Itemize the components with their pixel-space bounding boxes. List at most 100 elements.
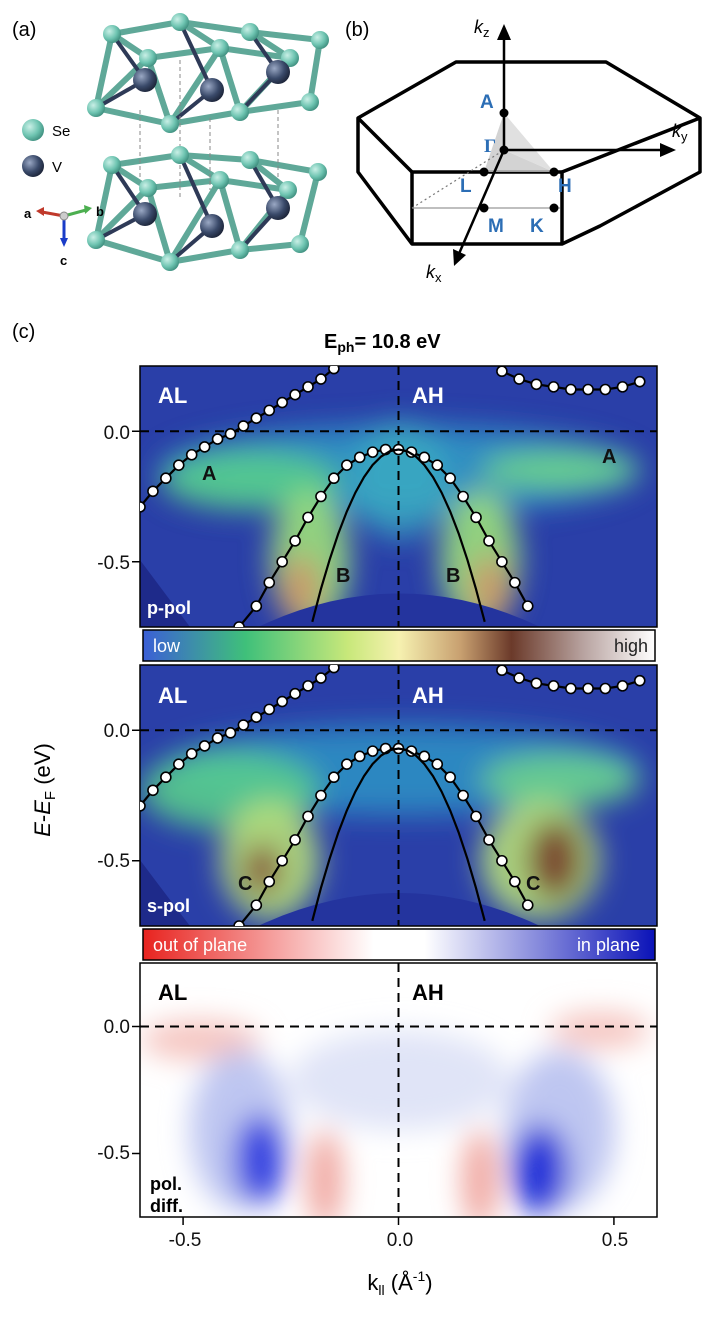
p-pol-dispersion-point [366,446,379,458]
s-pol-band-A-left [140,666,335,807]
p-pol-dispersion-point [483,535,495,547]
s-pol-dispersion-point [315,789,327,802]
p-pol-dispersion-point [513,373,525,385]
p-ytick-0: 0.0 [104,423,130,444]
colorbar-in-label: in plane [577,935,640,955]
pol-diff-colorbar: out of plane in plane [142,928,656,961]
s-pol-dispersion-point [237,719,250,731]
atom-legend: Se V [22,119,70,177]
s-pol-dispersion-point [250,711,263,724]
band-C-right-label: C [526,873,540,895]
p-pol-dispersion-point [496,555,508,568]
p-pol-dispersion-point [237,420,250,432]
overlays [132,366,657,1225]
s-pol-dispersion-point [160,771,172,784]
photon-energy-title: Eph= 10.8 eV [324,331,441,355]
point-A-label: A [480,92,494,113]
y-axis-title: E-EF (eV) [30,743,59,837]
v-atom-icon [22,155,44,177]
s-ytick-0: 0.0 [104,721,130,742]
point-Gamma-label: Γ [484,136,496,157]
s-pol-dispersion-point [198,740,211,752]
s-pol-dispersion-point [353,750,366,763]
s-pol-dispersion-point [599,682,612,695]
p-pol-AL-label: AL [158,383,187,408]
kz-label: kz [474,17,490,40]
p-pol-dispersion-point [224,428,237,440]
s-pol-dispersion-point [185,747,198,760]
s-pol-map [140,665,657,926]
p-pol-dispersion-point [147,485,159,498]
s-pol-dispersion-point [302,810,314,823]
s-pol-dispersion-point [496,854,508,867]
s-pol-dispersion-point [582,682,594,695]
axis-a-label: a [24,206,32,221]
p-pol-dispersion-point [140,501,146,513]
p-pol-dispersion-point [160,472,172,485]
s-pol-dispersion-point [224,727,237,739]
xtick-pos: 0.5 [602,1230,628,1251]
p-pol-dispersion-point [509,576,521,589]
k-axes [456,36,664,257]
p-pol-map [140,366,657,627]
s-pol-dispersion-point [444,771,457,784]
p-pol-dispersion-point [496,366,508,378]
s-pol-dispersion-point [513,672,525,684]
point-L-label: L [460,176,472,197]
axis-c-label: c [60,253,67,268]
band-B-right-label: B [446,565,460,587]
s-pol-dispersion-point [276,695,288,708]
p-pol-dispersion-point [250,412,263,425]
p-pol-dispersion-point [418,451,431,464]
legend-se-label: Se [52,123,70,140]
s-pol-dispersion-point [509,875,521,888]
crystal-axes: a b c [24,204,104,268]
p-pol-dispersion-point [315,490,327,503]
s-ytick-1: -0.5 [97,851,130,872]
ky-label: ky [672,121,688,144]
s-pol-dispersion-point [521,899,534,911]
panel-c: (c) Eph= 10.8 eV low high [12,321,658,1298]
s-pol-dispersion-point [633,674,646,687]
p-pol-dispersion-point [530,378,543,391]
p-pol-dispersion-point [582,383,594,396]
s-pol-overlay [140,665,657,926]
p-pol-dispersion-point [302,381,314,393]
p-pol-dispersion-point [276,396,288,409]
xtick-zero: 0.0 [387,1230,413,1251]
p-pol-dispersion-point [457,490,469,503]
colorbar-high-label: high [614,636,648,656]
s-pol-corner-label: s-pol [147,896,190,916]
s-pol-dispersion-point [140,800,146,812]
diff-overlay [140,963,657,1217]
p-pol-dispersion-point [233,621,245,627]
p-pol-dispersion-point [315,373,327,385]
s-pol-dispersion-point [565,682,577,695]
s-pol-AL-label: AL [158,683,187,708]
s-pol-dispersion-point [530,677,543,690]
p-pol-overlay [140,366,657,627]
p-pol-dispersion-point [431,459,444,471]
panel-c-label: (c) [12,321,35,343]
s-pol-dispersion-point [233,920,245,926]
se-atom-icon [22,119,44,141]
panel-b: (b) kz ky kx A [345,17,702,285]
s-pol-dispersion-point [328,771,340,784]
s-pol-dispersion-point [483,834,495,846]
colorbar-low-label: low [153,636,181,656]
panel-a: (a) [12,13,329,271]
p-pol-dispersion-point [211,433,224,445]
p-pol-dispersion-point [444,472,457,485]
s-pol-dispersion-point [366,745,379,757]
p-pol-dispersion-point [198,441,211,453]
d-ytick-0: 0.0 [104,1017,130,1038]
s-pol-dispersion-point [616,680,629,692]
p-pol-dispersion-point [263,576,276,589]
s-pol-dispersion-point [250,899,263,911]
p-pol-dispersion-point [276,555,288,568]
s-pol-dispersion-point [302,680,314,692]
band-A-left-label: A [202,463,216,485]
s-pol-dispersion-point [276,854,288,867]
s-pol-dispersion-point [496,665,508,677]
s-pol-dispersion-point [263,875,276,888]
